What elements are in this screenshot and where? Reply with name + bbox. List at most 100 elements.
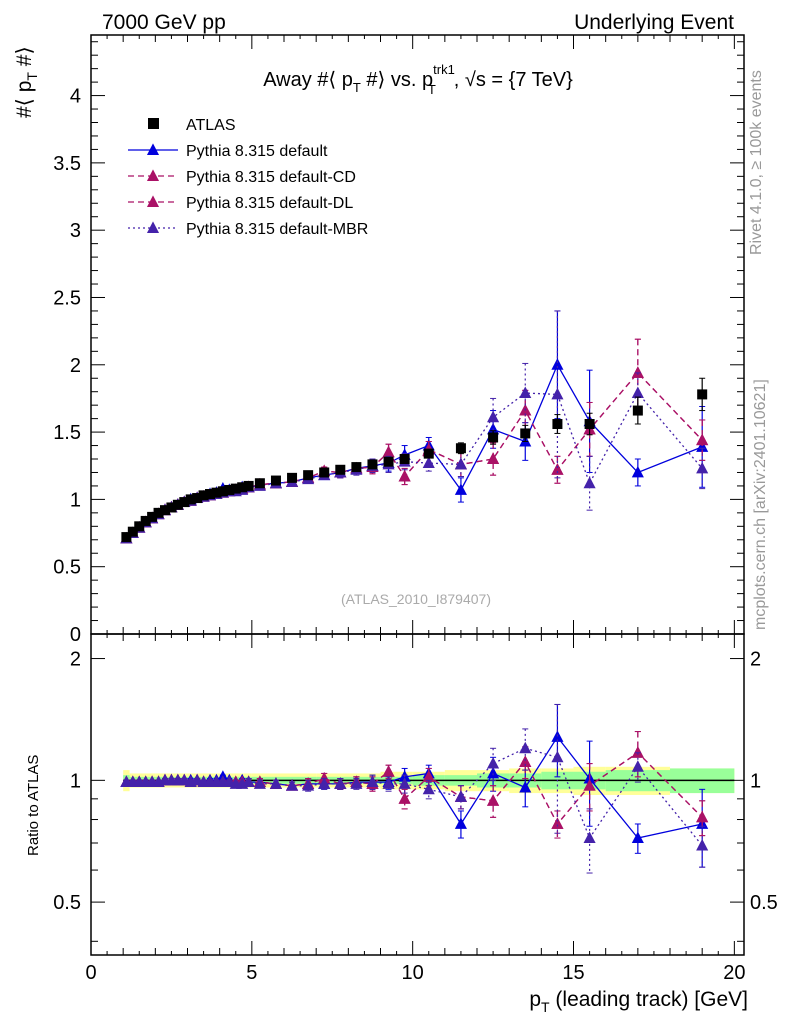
ratio-point	[631, 831, 644, 843]
data-point	[224, 484, 235, 495]
data-point	[631, 465, 644, 478]
legend-marker	[148, 118, 159, 129]
data-point	[185, 494, 196, 505]
legend-marker	[146, 221, 160, 233]
ratio-point	[551, 750, 564, 763]
ratio-y-tick-label-left: 2	[70, 649, 81, 671]
ratio-axes: 0 5 10 15 20 0.5 0.5 1 1 2 2	[53, 633, 778, 984]
ratio-point	[350, 777, 363, 789]
y-tick-label: 1.5	[53, 422, 81, 444]
y-tick-label: 2	[70, 355, 81, 377]
y-tick-label: 3	[70, 220, 81, 242]
legend-marker	[146, 195, 160, 207]
main-series-layer	[120, 310, 709, 544]
ratio-point	[398, 792, 411, 804]
y-tick-label: 2.5	[53, 287, 81, 309]
main-axes: 0 0.5 1 1.5 2 2.5 3 3.5 4	[53, 34, 745, 646]
ratio-point	[631, 746, 644, 758]
x-axis-label: pT (leading track) [GeV]	[529, 988, 748, 1015]
series-pythia-8-315-default-cd	[120, 338, 709, 544]
data-point	[230, 483, 241, 494]
ratio-y-tick-label-left: 1	[70, 770, 81, 792]
data-point	[367, 459, 378, 470]
ratio-point	[382, 777, 395, 789]
data-point	[631, 386, 644, 399]
legend-entry: Pythia 8.315 default	[128, 143, 328, 160]
legend-entry: Pythia 8.315 default-DL	[128, 195, 353, 212]
data-point	[205, 489, 216, 500]
data-point	[217, 486, 228, 497]
data-point	[519, 386, 532, 399]
ratio-point	[422, 770, 435, 782]
ratio-point	[487, 766, 500, 779]
series-pythia-8-315-default-mbr	[120, 310, 709, 544]
data-point	[172, 499, 183, 510]
ratio-point	[696, 838, 709, 851]
data-point	[140, 515, 151, 526]
y-tick-label: 0.5	[53, 557, 81, 579]
data-point	[454, 483, 467, 495]
data-point	[270, 475, 281, 486]
ratio-line	[126, 747, 703, 846]
data-point	[631, 366, 644, 378]
data-point	[697, 389, 708, 400]
ratio-point	[487, 756, 500, 769]
data-point	[121, 532, 132, 543]
data-point	[398, 469, 411, 482]
ratio-panel: 0 5 10 15 20 0.5 0.5 1 1 2 2 Ratio to ATLAS pT (le…	[25, 633, 778, 1015]
data-point	[287, 472, 298, 483]
legend-label: Pythia 8.315 default	[186, 143, 328, 160]
ratio-point	[269, 777, 283, 789]
data-point	[423, 448, 434, 459]
ratio-point	[334, 777, 347, 789]
data-point	[198, 490, 209, 501]
ratio-line	[126, 751, 703, 826]
y-tick-label: 4	[70, 86, 81, 108]
data-point	[696, 440, 709, 452]
legend: ATLAS Pythia 8.315 default Pythia 8.315 de…	[128, 117, 368, 238]
data-point	[487, 452, 500, 464]
ratio-point	[631, 760, 644, 772]
legend-label: ATLAS	[186, 117, 236, 134]
ratio-point	[454, 790, 467, 802]
data-point	[237, 482, 248, 493]
ratio-frame	[90, 633, 745, 956]
y-tick-label: 1	[70, 489, 81, 511]
data-point	[303, 470, 314, 481]
series-line	[125, 391, 703, 539]
series-pythia-8-315-default	[120, 310, 709, 544]
ratio-point	[253, 777, 266, 789]
rivet-label: Rivet 4.1.0, ≥ 100k events	[748, 70, 765, 255]
data-point	[147, 511, 158, 522]
data-point	[399, 454, 410, 465]
ratio-y-tick-label-right: 2	[750, 649, 761, 671]
analysis-watermark: (ATLAS_2010_I879407)	[341, 591, 491, 607]
data-point	[584, 419, 595, 430]
ratio-point	[242, 775, 255, 788]
data-point	[455, 443, 466, 454]
series-line	[125, 363, 703, 539]
legend-marker	[146, 169, 160, 181]
data-point	[551, 358, 564, 370]
main-ylabel: #⟨ pT #⟩	[13, 46, 40, 118]
data-point	[552, 419, 563, 430]
data-point	[243, 480, 254, 491]
x-tick-label: 10	[402, 962, 424, 984]
data-point	[454, 457, 467, 470]
series-atlas	[121, 377, 708, 543]
ratio-point	[422, 782, 435, 795]
data-point	[583, 476, 596, 489]
x-tick-label: 5	[246, 962, 257, 984]
legend-entry: Pythia 8.315 default-MBR	[128, 221, 368, 238]
data-point	[696, 433, 709, 446]
data-point	[551, 387, 564, 400]
ratio-y-tick-label-left: 0.5	[53, 892, 81, 914]
ratio-point	[366, 775, 379, 788]
ratio-point	[454, 817, 467, 829]
legend-marker	[146, 143, 160, 155]
x-tick-label: 0	[85, 962, 96, 984]
main-title: Away #⟨ pT #⟩ vs. ptrk1 T, √s = {7 TeV}	[263, 62, 573, 97]
data-point	[134, 521, 145, 532]
ratio-point	[583, 831, 596, 843]
